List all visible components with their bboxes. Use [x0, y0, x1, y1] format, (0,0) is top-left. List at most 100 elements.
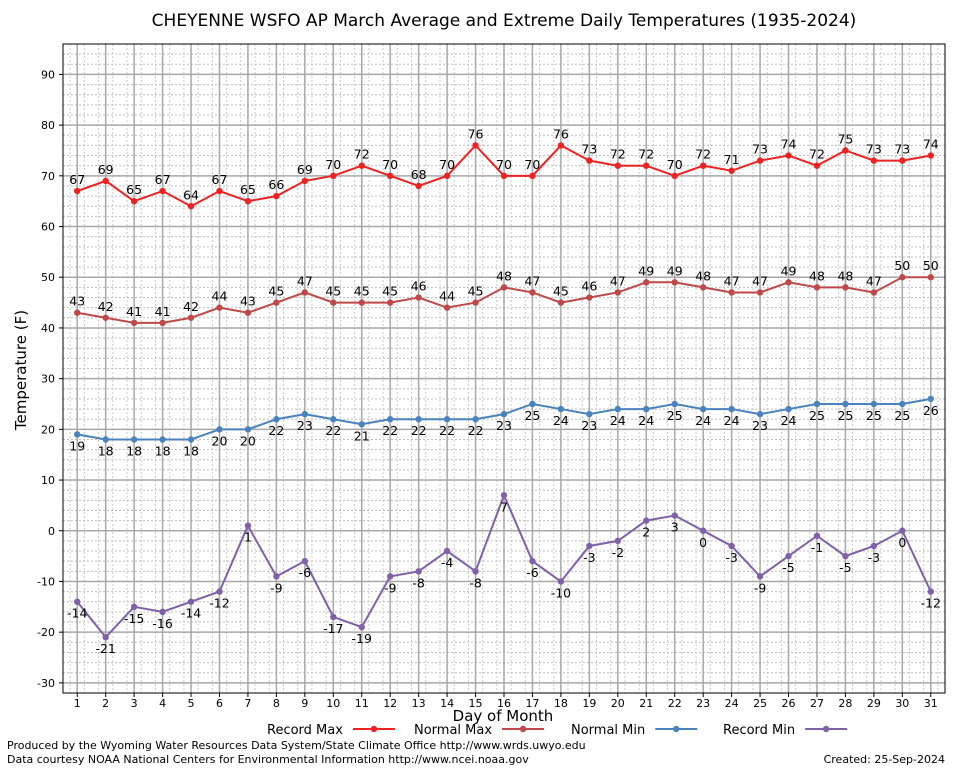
- normal-min-point: [671, 400, 678, 408]
- normal-min-point: [728, 405, 735, 413]
- normal-max-data-label: 45: [553, 284, 569, 299]
- normal-max-data-label: 47: [752, 273, 768, 288]
- normal-max-data-label: 45: [325, 284, 341, 299]
- footer-data-source: Data courtesy NOAA National Centers for …: [7, 753, 529, 766]
- legend-label-record-max: Record Max: [267, 723, 343, 738]
- x-tick-label: 25: [753, 697, 767, 710]
- x-tick-label: 19: [582, 697, 596, 710]
- y-tick-label: -30: [37, 677, 55, 690]
- record-min-point: [330, 613, 337, 621]
- record-min-data-label: -3: [868, 550, 880, 565]
- normal-max-point: [586, 294, 593, 301]
- record-max-data-label: 73: [866, 142, 882, 157]
- normal-max-point: [699, 284, 707, 291]
- normal-max-point: [785, 279, 792, 286]
- legend-swatch-marker: [673, 725, 680, 733]
- record-min-point: [870, 542, 878, 550]
- record-min-point: [159, 608, 166, 616]
- normal-max-data-label: 50: [894, 258, 910, 273]
- record-max-data-label: 70: [496, 157, 512, 172]
- record-min-point: [813, 532, 821, 540]
- y-tick-label: 70: [41, 170, 55, 183]
- normal-max-data-label: 45: [382, 284, 398, 299]
- record-min-data-label: -8: [469, 575, 482, 590]
- normal-min-point: [74, 431, 81, 438]
- x-tick-label: 28: [838, 697, 852, 710]
- normal-max-point: [443, 304, 451, 311]
- record-min-point: [386, 573, 394, 580]
- record-min-data-label: 0: [699, 535, 707, 550]
- y-tick-label: 20: [41, 423, 55, 436]
- normal-min-data-label: 23: [581, 418, 597, 433]
- record-min-data-label: -12: [921, 596, 941, 611]
- y-tick-label: 40: [41, 322, 55, 335]
- legend-label-normal-max: Normal Max: [414, 723, 492, 738]
- normal-min-data-label: 18: [155, 443, 171, 458]
- record-max-data-label: 73: [752, 142, 768, 157]
- record-max-point: [187, 203, 195, 210]
- normal-min-data-label: 23: [297, 418, 313, 433]
- footer-created: Created: 25-Sep-2024: [824, 753, 945, 766]
- record-min-data-label: -8: [412, 575, 425, 590]
- normal-max-data-label: 48: [809, 268, 825, 283]
- record-max-point: [415, 182, 422, 190]
- y-tick-label: 30: [41, 373, 55, 386]
- normal-min-data-label: 24: [781, 413, 797, 428]
- record-max-data-label: 70: [325, 157, 341, 172]
- record-min-point: [472, 568, 479, 575]
- normal-max-data-label: 44: [439, 289, 455, 304]
- record-min-point: [443, 547, 451, 555]
- normal-min-point: [557, 405, 565, 413]
- record-min-data-label: -10: [551, 585, 571, 600]
- record-min-data-label: 0: [898, 535, 906, 550]
- normal-min-point: [443, 416, 451, 423]
- record-max-data-label: 64: [183, 187, 199, 202]
- record-min-data-label: 7: [500, 499, 508, 514]
- record-min-point: [244, 522, 252, 529]
- normal-min-point: [102, 436, 109, 443]
- normal-min-point: [643, 405, 650, 413]
- x-tick-label: 10: [326, 697, 340, 710]
- normal-min-point: [586, 410, 593, 418]
- record-max-point: [671, 172, 678, 180]
- series-layer: [74, 142, 934, 641]
- record-min-data-label: -14: [67, 606, 87, 621]
- normal-max-point: [813, 284, 821, 291]
- x-tick-label: 4: [159, 697, 166, 710]
- x-tick-label: 3: [131, 697, 138, 710]
- x-tick-label: 7: [244, 697, 251, 710]
- normal-min-point: [756, 410, 764, 418]
- record-max-point: [699, 162, 707, 169]
- normal-max-data-label: 48: [837, 268, 853, 283]
- record-min-point: [699, 527, 707, 534]
- normal-max-point: [927, 274, 934, 281]
- normal-min-data-label: 24: [553, 413, 569, 428]
- normal-max-point: [216, 304, 223, 311]
- x-tick-label: 16: [497, 697, 511, 710]
- x-tick-label: 11: [355, 697, 369, 710]
- normal-max-data-label: 49: [781, 263, 797, 278]
- normal-max-data-label: 41: [155, 304, 171, 319]
- normal-min-data-label: 25: [894, 408, 910, 423]
- normal-min-data-label: 23: [496, 418, 512, 433]
- normal-max-data-label: 45: [468, 284, 484, 299]
- record-min-point: [500, 492, 508, 499]
- y-tick-label: -10: [37, 575, 55, 588]
- normal-min-data-label: 18: [183, 443, 199, 458]
- normal-min-point: [330, 416, 337, 423]
- record-min-data-label: -16: [152, 616, 172, 631]
- y-tick-label: 10: [41, 474, 55, 487]
- record-max-data-label: 69: [297, 162, 313, 177]
- x-tick-label: 18: [554, 697, 568, 710]
- normal-max-data-label: 47: [610, 273, 626, 288]
- record-max-point: [927, 152, 934, 159]
- record-max-point: [899, 157, 906, 164]
- record-max-point: [358, 162, 365, 169]
- normal-min-point: [842, 400, 849, 408]
- normal-max-data-label: 47: [866, 273, 882, 288]
- normal-min-point: [899, 400, 906, 408]
- record-max-point: [102, 177, 109, 185]
- normal-min-data-label: 19: [69, 438, 85, 453]
- record-max-data-label: 70: [439, 157, 455, 172]
